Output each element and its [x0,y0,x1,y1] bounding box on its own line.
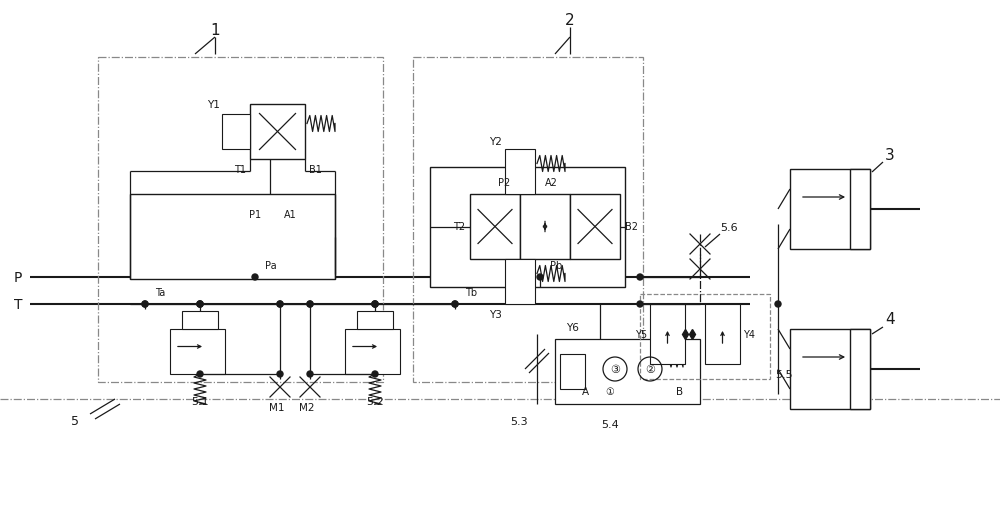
Text: 3: 3 [885,147,895,162]
Bar [505,150,535,194]
Text: T1: T1 [234,165,246,175]
Bar [640,294,770,379]
Circle shape [197,301,203,307]
Text: Y4: Y4 [743,329,755,340]
Circle shape [197,301,203,307]
Bar [555,340,700,404]
Bar [222,115,250,150]
Bar [345,329,400,374]
Circle shape [197,371,203,377]
Bar [650,304,685,364]
Text: 5.4: 5.4 [601,419,619,429]
Circle shape [637,301,643,307]
Text: 5.5: 5.5 [775,369,793,379]
Bar [790,329,870,409]
Circle shape [452,301,458,307]
Bar [505,260,535,304]
Circle shape [277,301,283,307]
Bar [705,304,740,364]
Bar [570,194,620,260]
Text: Y2: Y2 [489,137,502,147]
Text: A1: A1 [284,210,296,219]
Circle shape [197,301,203,307]
Bar [413,58,643,382]
Text: 5.3: 5.3 [510,416,528,426]
Circle shape [307,301,313,307]
Circle shape [252,274,258,280]
Circle shape [307,371,313,377]
Text: Y5: Y5 [635,329,647,340]
Circle shape [452,301,458,307]
Text: ③: ③ [610,364,620,374]
Bar [357,312,393,329]
Text: Pb: Pb [550,261,562,270]
Circle shape [142,301,148,307]
Bar [170,329,225,374]
Text: B1: B1 [309,165,322,175]
Text: ②: ② [645,364,655,374]
Text: T: T [14,297,22,312]
Text: 5.2: 5.2 [366,396,384,406]
Circle shape [372,301,378,307]
Text: P: P [14,270,22,285]
Bar [250,105,305,160]
Text: B2: B2 [625,222,638,232]
Bar [850,329,870,409]
Text: M1: M1 [269,402,285,412]
Text: Y3: Y3 [489,309,502,319]
Bar [98,58,383,382]
Text: Y1: Y1 [207,100,220,110]
Bar [430,167,625,288]
Bar [182,312,218,329]
Circle shape [537,274,543,280]
Bar [130,194,335,279]
Text: B: B [676,386,684,396]
Text: T2: T2 [453,222,465,232]
Text: ①: ① [606,386,614,396]
Text: P1: P1 [249,210,261,219]
Text: 2: 2 [565,13,575,27]
Text: M2: M2 [299,402,315,412]
Circle shape [277,301,283,307]
Text: 1: 1 [210,22,220,38]
Text: Tb: Tb [465,288,477,297]
Circle shape [372,371,378,377]
Bar [560,354,585,389]
Bar [470,194,520,260]
Text: 5.1: 5.1 [191,396,209,406]
Circle shape [277,371,283,377]
Circle shape [775,301,781,307]
Text: 5: 5 [71,415,79,428]
Circle shape [637,274,643,280]
Bar [790,169,870,249]
Text: 5.6: 5.6 [720,222,738,233]
Text: A: A [581,386,589,396]
Bar [850,169,870,249]
Circle shape [372,301,378,307]
Text: Pa: Pa [265,261,277,270]
Text: A2: A2 [545,178,558,188]
Text: Y6: Y6 [566,322,579,332]
Circle shape [372,301,378,307]
Text: Ta: Ta [155,288,165,297]
Bar [520,194,570,260]
Text: 4: 4 [885,312,895,327]
Circle shape [142,301,148,307]
Text: P2: P2 [498,178,510,188]
Circle shape [307,301,313,307]
